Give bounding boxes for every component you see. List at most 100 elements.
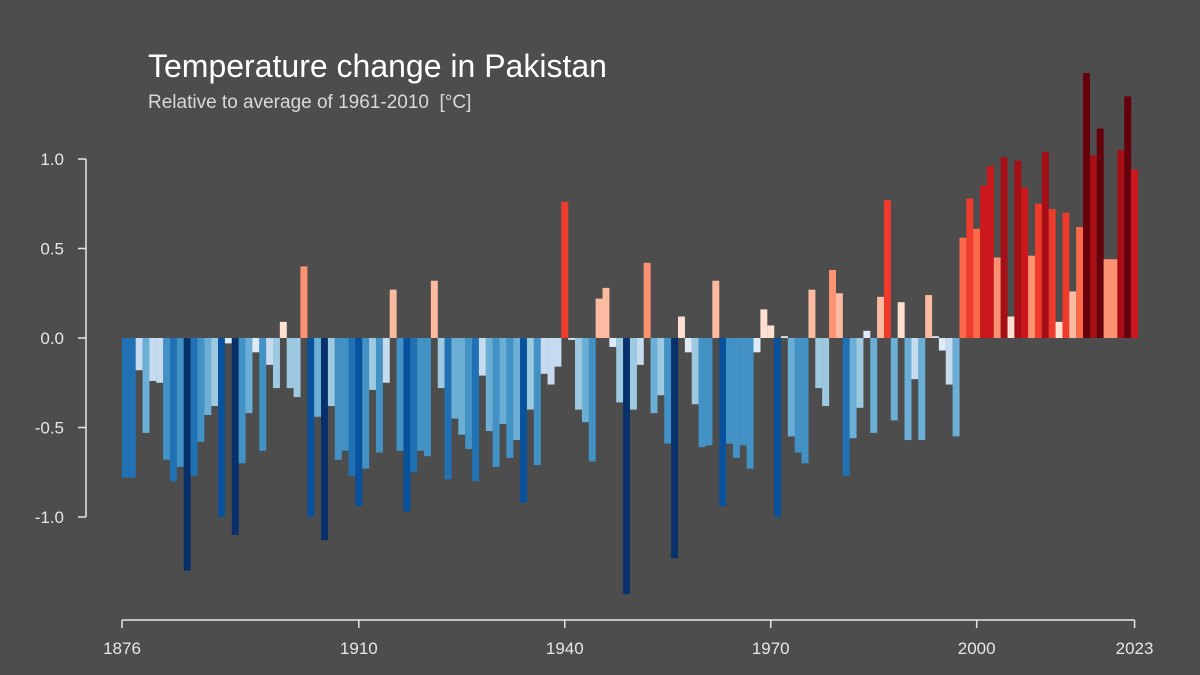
bar-1895 bbox=[252, 338, 260, 353]
bar-1899 bbox=[279, 321, 287, 338]
bar-1917 bbox=[403, 338, 411, 512]
bar-1969 bbox=[760, 309, 768, 338]
bar-1941 bbox=[568, 338, 576, 340]
bar-1893 bbox=[238, 338, 246, 464]
bar-1927 bbox=[472, 338, 480, 482]
bar-2003 bbox=[993, 257, 1001, 338]
x-tick-label: 1940 bbox=[546, 639, 584, 658]
bar-1963 bbox=[719, 338, 727, 507]
bars-group bbox=[121, 73, 1139, 594]
y-tick-label: -0.5 bbox=[35, 419, 64, 438]
bar-2019 bbox=[1103, 259, 1111, 338]
bar-1916 bbox=[396, 338, 404, 451]
x-tick-label: 1910 bbox=[340, 639, 378, 658]
bar-1947 bbox=[609, 338, 617, 347]
bar-1881 bbox=[156, 338, 164, 383]
bar-1928 bbox=[478, 338, 486, 376]
bar-1891 bbox=[224, 338, 232, 344]
bar-1980 bbox=[835, 293, 843, 338]
bar-1885 bbox=[183, 338, 191, 571]
bar-1907 bbox=[334, 338, 342, 460]
bar-2016 bbox=[1083, 73, 1090, 338]
bar-1905 bbox=[321, 338, 328, 541]
y-tick-label: 0.0 bbox=[40, 329, 64, 348]
bar-1973 bbox=[787, 338, 795, 437]
bar-2010 bbox=[1041, 151, 1049, 338]
bar-1906 bbox=[327, 338, 335, 407]
bar-1913 bbox=[375, 338, 383, 453]
bar-1923 bbox=[444, 338, 452, 480]
bar-1967 bbox=[746, 338, 754, 469]
bar-1919 bbox=[417, 338, 425, 451]
bar-1933 bbox=[513, 338, 521, 441]
bar-1935 bbox=[526, 338, 534, 410]
bar-1938 bbox=[547, 338, 555, 385]
bar-1892 bbox=[231, 338, 239, 535]
bar-1903 bbox=[307, 338, 315, 517]
bar-1883 bbox=[170, 338, 177, 482]
bar-1876 bbox=[121, 338, 129, 478]
bar-1929 bbox=[485, 338, 493, 432]
x-tick-label: 1876 bbox=[103, 639, 141, 658]
bar-1901 bbox=[293, 338, 301, 398]
bar-1884 bbox=[176, 338, 184, 467]
x-axis: 1876 1910 1940 1970 2000 2023 bbox=[103, 619, 1154, 658]
bar-1982 bbox=[849, 338, 857, 439]
bar-1942 bbox=[575, 338, 582, 410]
bar-1990 bbox=[904, 338, 912, 441]
bar-1900 bbox=[286, 338, 294, 389]
bar-1904 bbox=[314, 338, 322, 417]
bar-1966 bbox=[739, 338, 747, 446]
bar-1887 bbox=[197, 338, 205, 442]
bar-1943 bbox=[581, 338, 589, 423]
bar-1961 bbox=[705, 338, 713, 446]
bar-1964 bbox=[726, 338, 734, 444]
bar-1940 bbox=[561, 201, 569, 338]
bar-1985 bbox=[870, 338, 878, 433]
chart-title: Temperature change in Pakistan bbox=[148, 48, 607, 84]
bar-1991 bbox=[911, 338, 919, 380]
bar-1932 bbox=[506, 338, 514, 458]
bar-1981 bbox=[842, 338, 850, 476]
bar-2022 bbox=[1124, 96, 1132, 338]
bar-1889 bbox=[211, 338, 219, 407]
bar-2000 bbox=[973, 228, 981, 338]
bar-1989 bbox=[897, 302, 905, 338]
bar-2007 bbox=[1021, 187, 1029, 338]
x-tick-label: 2023 bbox=[1116, 639, 1154, 658]
bar-1974 bbox=[794, 338, 802, 453]
bar-1924 bbox=[451, 338, 459, 419]
bar-2008 bbox=[1028, 255, 1036, 338]
bar-1949 bbox=[623, 338, 631, 594]
bar-1946 bbox=[602, 287, 610, 338]
bar-1915 bbox=[389, 289, 397, 338]
bar-1939 bbox=[554, 338, 562, 367]
bar-1880 bbox=[149, 338, 157, 381]
bar-2023 bbox=[1131, 169, 1139, 338]
bar-1972 bbox=[780, 336, 788, 338]
bar-1957 bbox=[678, 316, 685, 338]
bar-1882 bbox=[163, 338, 171, 460]
bar-1958 bbox=[684, 338, 692, 353]
bar-1997 bbox=[952, 338, 960, 437]
bar-1911 bbox=[362, 338, 370, 469]
bar-1956 bbox=[671, 338, 679, 559]
bar-1953 bbox=[650, 338, 658, 414]
bar-2018 bbox=[1096, 128, 1104, 338]
bar-1965 bbox=[732, 338, 740, 458]
bar-1914 bbox=[382, 338, 390, 383]
bar-1950 bbox=[629, 338, 637, 410]
bar-2014 bbox=[1069, 291, 1077, 338]
bar-1918 bbox=[410, 338, 418, 473]
bar-1955 bbox=[664, 338, 672, 444]
bar-1996 bbox=[945, 338, 953, 385]
bar-1960 bbox=[698, 338, 706, 448]
x-tick-label: 2000 bbox=[958, 639, 996, 658]
y-axis: 1.0 0.5 0.0 -0.5 -1.0 bbox=[35, 150, 87, 527]
bar-1877 bbox=[128, 338, 136, 478]
bar-1909 bbox=[348, 338, 356, 476]
bar-1959 bbox=[691, 338, 699, 405]
chart-subtitle: Relative to average of 1961-2010 [°C] bbox=[148, 92, 472, 113]
y-tick-label: 0.5 bbox=[40, 240, 64, 259]
